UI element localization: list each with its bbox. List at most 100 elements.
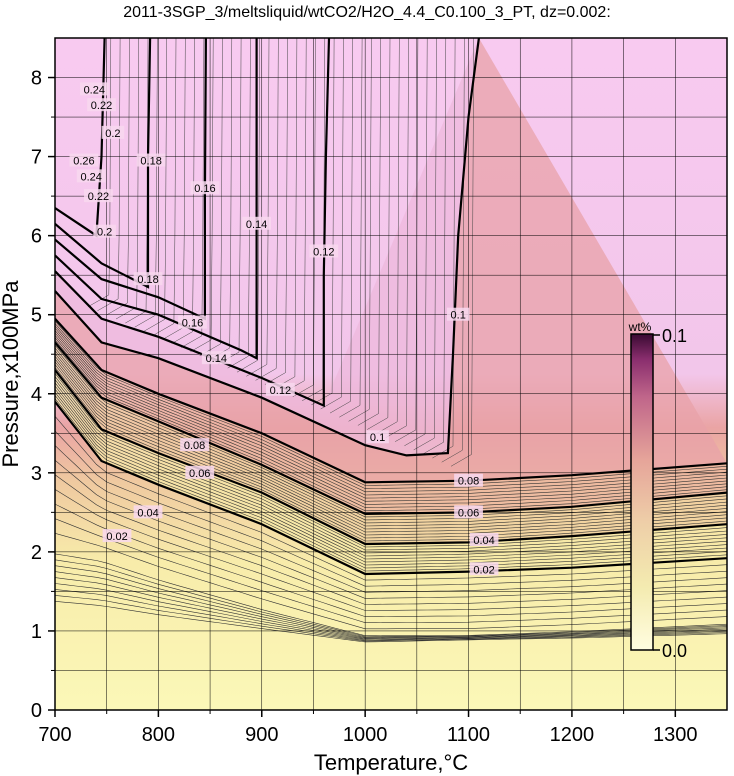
contour-labels: 0.02 0.02 0.04 0.04 0.06 0.06 0.08 0.08 0.1 0.1 0.… [69,82,499,576]
contour-label-text: 0.26 [73,156,94,168]
contour-label: 0.04 [133,505,163,519]
x-tick-label: 800 [142,724,175,746]
grid-layer [55,38,727,710]
minor-contour [274,38,298,389]
contour-label: 0.2 [93,224,116,239]
contour-label-text: 0.18 [137,274,158,286]
contour-label-bg [190,181,220,195]
contour-label-bg [180,438,209,452]
chart-title: 2011-3SGP_3/meltsliquid/wtCO2/H2O_4.4_C0… [123,4,611,21]
contour-label-bg [454,505,483,519]
contour-label: 0.02 [102,529,132,543]
major-contour-0.06 [55,341,727,516]
contour-label-text: 0.12 [313,246,334,258]
contour-label: 0.24 [79,82,109,96]
contour-label-bg [185,465,215,479]
minor-contour [55,332,727,502]
minor-contour [311,38,335,406]
minor-contour [292,38,316,397]
minor-contour [180,38,205,348]
minor-contour [190,38,214,352]
minor-contour [55,553,727,636]
minor-contour [55,583,727,640]
minor-contour [55,344,727,518]
minor-contour [264,38,288,385]
minor-contour [55,459,727,599]
minor-contour [55,565,727,638]
minor-contour [55,320,727,486]
minor-contour [348,38,372,422]
contour-label-bg [136,153,166,167]
contour-label-text: 0.22 [91,100,112,112]
contour-label-text: 0.14 [206,353,227,365]
minor-contour [55,379,727,554]
minor-contour [55,503,727,617]
contour-label: 0.18 [136,153,166,168]
minor-contour [246,38,270,377]
minor-contour [55,356,727,530]
contour-label: 0.08 [180,438,209,452]
contour-label-text: 0.24 [80,171,101,183]
colorbar-unit: wt% [628,320,652,334]
contour-label: 0.1 [446,307,470,322]
major-contour-0.18 [55,38,152,289]
contour-label: 0.12 [265,382,295,397]
minor-contour [385,38,409,438]
minor-contour [255,38,279,381]
minor-contour [394,38,419,442]
minor-contour [55,376,727,551]
minor-contour [55,595,727,642]
contour-label-bg [454,473,483,487]
major-contour-0.02 [55,401,727,576]
contour-label-text: 0.24 [84,84,105,96]
minor-contour [171,38,195,344]
contour-label-bg [366,430,389,444]
minor-contour [55,392,727,566]
y-tick-label: 3 [31,463,42,485]
contour-label-text: 0.2 [97,227,112,239]
minor-contour [55,339,727,512]
minor-contour [55,533,727,630]
contour-label-bg [69,153,99,167]
contour-label: 0.22 [84,189,113,203]
contour-label-text: 0.18 [140,156,161,168]
minor-contour [441,38,465,463]
contour-label-bg [93,224,116,238]
minor-contour [55,364,727,539]
contour-label-text: 0.16 [194,183,215,195]
minor-contour [329,38,353,414]
minor-contour [55,589,727,641]
contour-label: 0.1 [366,430,389,444]
minor-contour [106,38,130,316]
minor-contour [236,38,260,373]
fill-band [55,318,727,514]
y-tick-label: 8 [31,68,42,90]
minor-contour [55,489,727,611]
contour-label-text: 0.06 [458,507,479,519]
colorbar: wt% 0.1 0.0 [628,320,687,661]
plot-frame [54,37,728,711]
colorbar-gradient [630,333,654,651]
contour-label-text: 0.02 [106,531,127,543]
contour-label-bg [79,82,109,96]
contour-label-text: 0.2 [105,128,120,140]
y-tick-label: 7 [31,147,42,169]
contour-label-text: 0.1 [370,432,385,444]
contour-label-text: 0.12 [270,385,291,397]
minor-contour [162,38,186,340]
x-tick-label: 1100 [447,724,490,746]
minor-contour [55,518,727,623]
contour-label-text: 0.04 [473,535,494,547]
minor-contour [422,38,447,455]
x-tick-label: 900 [245,724,278,746]
contour-label-bg [469,562,499,576]
major-contour-0.08 [55,317,727,484]
contour-label-bg [469,533,499,547]
y-tick-label: 5 [31,305,42,327]
y-axis: 0 1 2 3 4 5 6 7 8 [31,68,55,722]
minor-contour [55,330,727,499]
contour-label-bg [102,529,132,543]
minor-contour [55,347,727,521]
contour-label: 0.26 [69,153,99,168]
